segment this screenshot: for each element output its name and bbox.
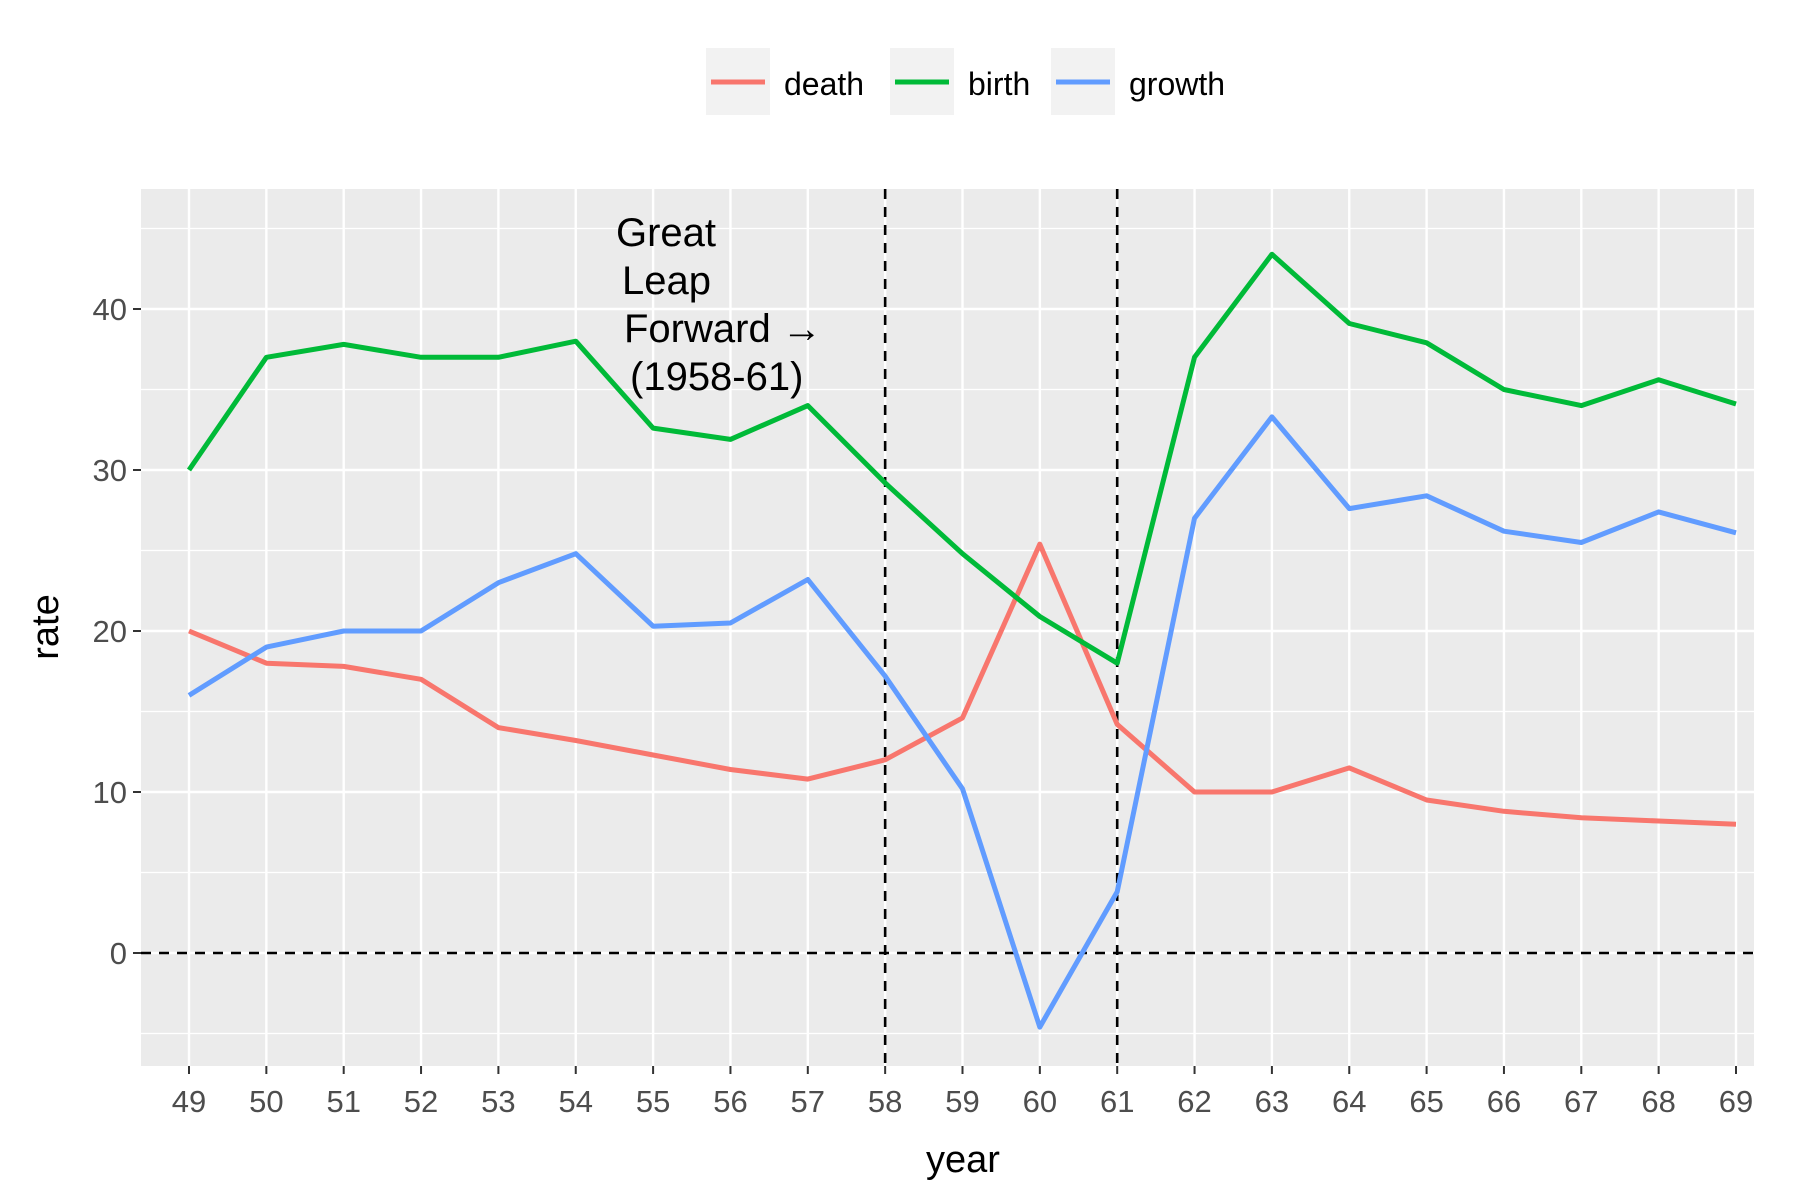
x-tick-label: 69 [1719,1084,1753,1119]
y-axis: 0 10 20 30 40 [93,292,141,971]
annotation-line: Leap [622,259,711,303]
x-tick-label: 66 [1487,1084,1521,1119]
x-tick-label: 56 [713,1084,747,1119]
series-line-birth [186,251,1737,666]
x-tick-label: 68 [1641,1084,1675,1119]
plot-panel [141,189,1754,1066]
x-tick-label: 54 [559,1084,593,1119]
x-axis: 49 50 51 52 53 54 55 56 57 58 59 60 61 62 63 64 65 66 67 68… [172,1066,1753,1119]
legend-label-birth: birth [968,66,1030,102]
annotation-line: Great [616,211,716,255]
series-lines [186,251,1737,1030]
x-tick-label: 61 [1100,1084,1134,1119]
y-tick-label: 20 [93,614,127,649]
legend-label-death: death [784,66,864,102]
gridlines [141,189,1754,1066]
x-tick-label: 62 [1177,1084,1211,1119]
x-tick-label: 65 [1409,1084,1443,1119]
series-line-death [188,541,1737,827]
x-tick-label: 52 [404,1084,438,1119]
x-tick-label: 60 [1023,1084,1057,1119]
x-tick-label: 63 [1255,1084,1289,1119]
y-tick-label: 30 [93,453,127,488]
y-tick-label: 40 [93,292,127,327]
x-tick-label: 53 [481,1084,515,1119]
y-tick-label: 0 [110,936,127,971]
x-tick-label: 67 [1564,1084,1598,1119]
x-tick-label: 58 [868,1084,902,1119]
annotation-line: Forward → [624,307,822,351]
x-tick-label: 51 [326,1084,360,1119]
x-tick-label: 50 [249,1084,283,1119]
x-tick-label: 59 [945,1084,979,1119]
y-axis-title: rate [25,594,67,659]
x-tick-label: 57 [791,1084,825,1119]
series-line-growth [187,414,1737,1030]
legend: death birth growth [706,48,1225,115]
x-axis-title: year [926,1139,1000,1181]
x-tick-label: 49 [172,1084,206,1119]
y-tick-label: 10 [93,775,127,810]
annotation-line: (1958-61) [630,355,803,399]
x-tick-label: 64 [1332,1084,1366,1119]
legend-label-growth: growth [1129,66,1225,102]
x-tick-label: 55 [636,1084,670,1119]
reference-lines [141,189,1754,1066]
